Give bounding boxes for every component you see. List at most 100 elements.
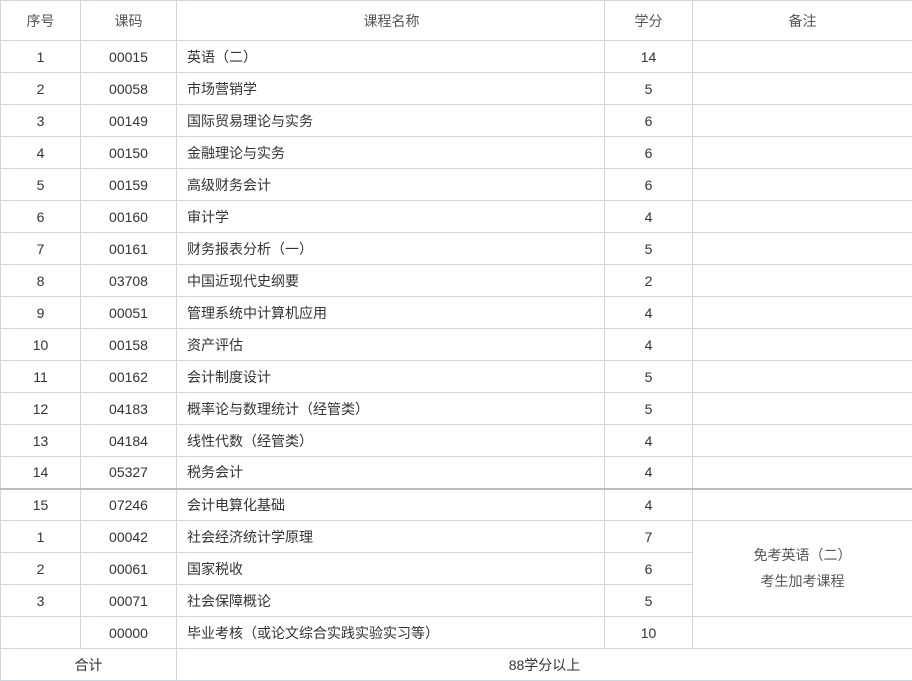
cell-note [693, 201, 912, 233]
table-row: 1507246会计电算化基础4 [1, 489, 912, 521]
extra-note-line1: 免考英语（二） [701, 543, 904, 568]
cell-seq: 11 [1, 361, 81, 393]
cell-note [693, 137, 912, 169]
cell-note [693, 297, 912, 329]
cell-note [693, 425, 912, 457]
table-row: 700161财务报表分析（一）5 [1, 233, 912, 265]
cell-credit: 5 [605, 73, 693, 105]
cell-credit: 10 [605, 617, 693, 649]
cell-note [693, 105, 912, 137]
cell-seq: 12 [1, 393, 81, 425]
cell-seq: 6 [1, 201, 81, 233]
cell-seq: 2 [1, 73, 81, 105]
cell-name: 线性代数（经管类） [177, 425, 605, 457]
table-body: 100015英语（二）14200058市场营销学5300149国际贸易理论与实务… [1, 41, 912, 681]
cell-extra-note: 免考英语（二）考生加考课程 [693, 521, 912, 617]
table-row: 600160审计学4 [1, 201, 912, 233]
cell-seq: 14 [1, 457, 81, 489]
cell-credit: 6 [605, 169, 693, 201]
cell-note [693, 41, 912, 73]
cell-seq: 2 [1, 553, 81, 585]
cell-code: 00061 [81, 553, 177, 585]
cell-code: 00042 [81, 521, 177, 553]
cell-code: 04183 [81, 393, 177, 425]
cell-name: 社会经济统计学原理 [177, 521, 605, 553]
cell-note [693, 393, 912, 425]
cell-name: 市场营销学 [177, 73, 605, 105]
cell-code: 07246 [81, 489, 177, 521]
summary-value: 88学分以上 [177, 649, 912, 681]
cell-name: 社会保障概论 [177, 585, 605, 617]
cell-seq: 4 [1, 137, 81, 169]
table-row: 100015英语（二）14 [1, 41, 912, 73]
cell-credit: 5 [605, 585, 693, 617]
col-header-seq: 序号 [1, 1, 81, 41]
cell-code: 00150 [81, 137, 177, 169]
table-row: 500159高级财务会计6 [1, 169, 912, 201]
cell-seq: 8 [1, 265, 81, 297]
cell-seq: 9 [1, 297, 81, 329]
cell-credit: 2 [605, 265, 693, 297]
summary-row: 合计88学分以上 [1, 649, 912, 681]
cell-name: 会计电算化基础 [177, 489, 605, 521]
table-row: 400150金融理论与实务6 [1, 137, 912, 169]
cell-credit: 4 [605, 489, 693, 521]
cell-credit: 6 [605, 553, 693, 585]
cell-name: 概率论与数理统计（经管类） [177, 393, 605, 425]
table-row: 1405327税务会计4 [1, 457, 912, 489]
cell-code: 00015 [81, 41, 177, 73]
cell-credit: 6 [605, 105, 693, 137]
table-row: 1204183概率论与数理统计（经管类）5 [1, 393, 912, 425]
cell-seq: 3 [1, 585, 81, 617]
cell-seq [1, 617, 81, 649]
cell-seq: 7 [1, 233, 81, 265]
cell-seq: 1 [1, 521, 81, 553]
table-row: 200058市场营销学5 [1, 73, 912, 105]
cell-seq: 10 [1, 329, 81, 361]
col-header-note: 备注 [693, 1, 912, 41]
cell-credit: 5 [605, 393, 693, 425]
cell-seq: 13 [1, 425, 81, 457]
cell-name: 税务会计 [177, 457, 605, 489]
cell-code: 00161 [81, 233, 177, 265]
cell-code: 03708 [81, 265, 177, 297]
table-row: 1100162会计制度设计5 [1, 361, 912, 393]
cell-code: 00051 [81, 297, 177, 329]
cell-seq: 3 [1, 105, 81, 137]
col-header-code: 课码 [81, 1, 177, 41]
table-row: 900051管理系统中计算机应用4 [1, 297, 912, 329]
cell-seq: 15 [1, 489, 81, 521]
cell-seq: 1 [1, 41, 81, 73]
cell-code: 00162 [81, 361, 177, 393]
cell-note [693, 73, 912, 105]
cell-code: 00158 [81, 329, 177, 361]
cell-note [693, 329, 912, 361]
cell-credit: 14 [605, 41, 693, 73]
cell-credit: 4 [605, 329, 693, 361]
cell-note [693, 169, 912, 201]
cell-name: 财务报表分析（一） [177, 233, 605, 265]
extra-note-line2: 考生加考课程 [701, 569, 904, 594]
cell-name: 国家税收 [177, 553, 605, 585]
cell-credit: 7 [605, 521, 693, 553]
cell-name: 管理系统中计算机应用 [177, 297, 605, 329]
header-row: 序号 课码 课程名称 学分 备注 [1, 1, 912, 41]
cell-code: 00071 [81, 585, 177, 617]
cell-code: 00159 [81, 169, 177, 201]
cell-credit: 4 [605, 297, 693, 329]
summary-label: 合计 [1, 649, 177, 681]
cell-code: 00000 [81, 617, 177, 649]
cell-name: 高级财务会计 [177, 169, 605, 201]
table-row: 803708中国近现代史纲要2 [1, 265, 912, 297]
cell-name: 金融理论与实务 [177, 137, 605, 169]
cell-name: 中国近现代史纲要 [177, 265, 605, 297]
cell-code: 00058 [81, 73, 177, 105]
table-row: 1000158资产评估4 [1, 329, 912, 361]
cell-name: 毕业考核（或论文综合实践实验实习等） [177, 617, 605, 649]
course-table: 序号 课码 课程名称 学分 备注 100015英语（二）14200058市场营销… [0, 0, 912, 681]
col-header-name: 课程名称 [177, 1, 605, 41]
cell-note [693, 489, 912, 521]
col-header-credit: 学分 [605, 1, 693, 41]
cell-credit: 4 [605, 201, 693, 233]
cell-name: 英语（二） [177, 41, 605, 73]
